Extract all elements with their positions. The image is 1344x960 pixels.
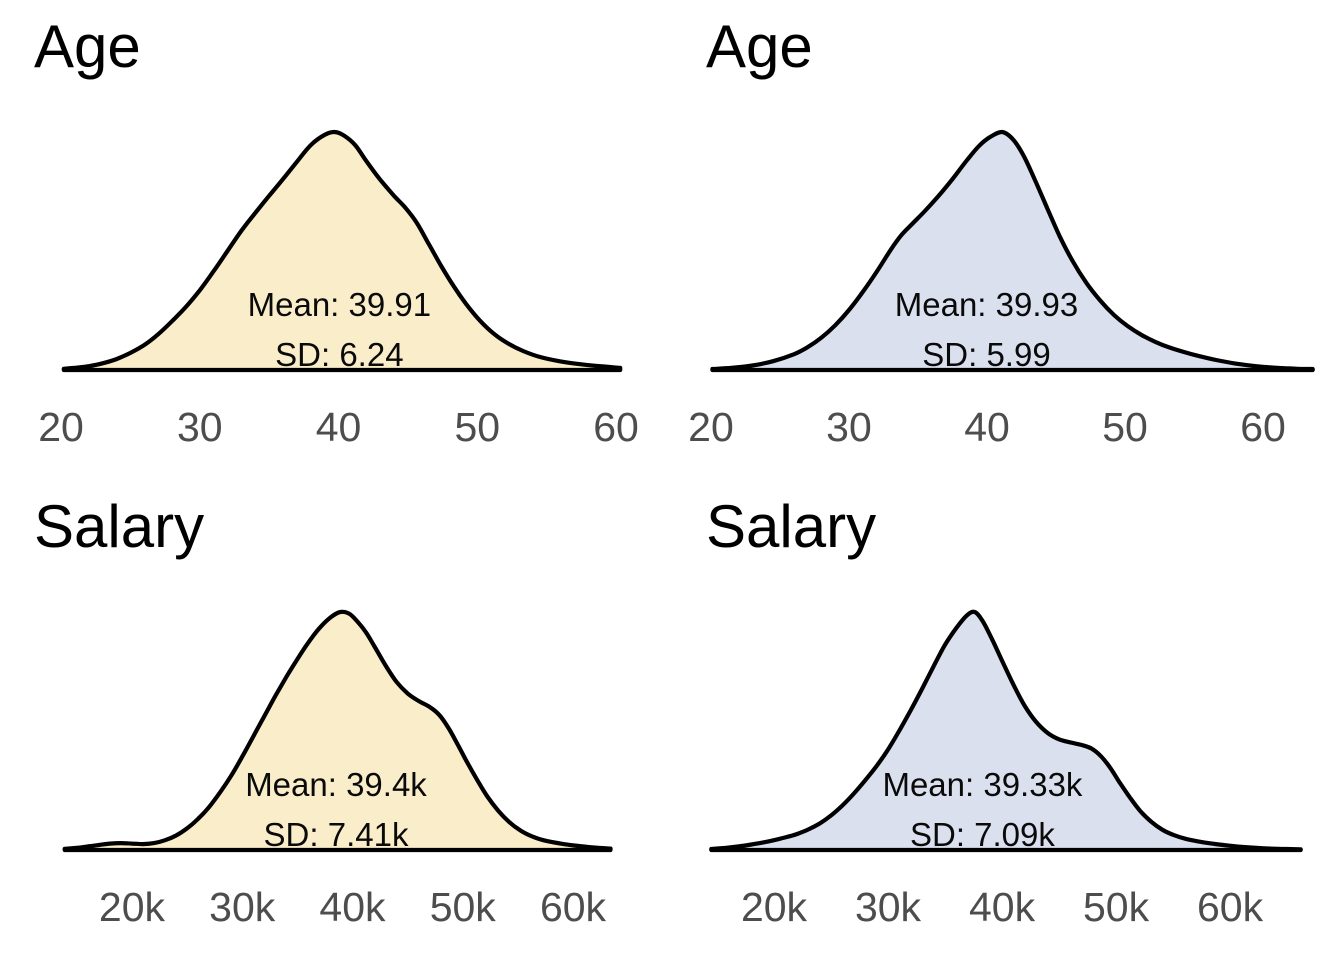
x-axis: 20 30 40 50 60 — [672, 398, 1344, 460]
density-curve — [62, 609, 613, 853]
stats-overlay: Mean: 39.91 SD: 6.24 — [248, 288, 431, 372]
panel-age-right: Age Mean: 39.93 SD: 5.99 20 30 40 50 60 — [672, 0, 1344, 480]
x-tick-label: 20k — [98, 884, 166, 930]
x-tick-label: 30k — [209, 884, 276, 930]
mean-label: Mean: 39.4k — [245, 766, 427, 803]
x-tick-label: 20 — [688, 404, 734, 450]
mean-label: Mean: 39.91 — [247, 286, 432, 323]
x-tick-label: 60 — [593, 404, 639, 450]
x-tick-label: 20k — [740, 884, 808, 930]
sd-label: SD: 7.41k — [263, 816, 409, 853]
panel-title: Age — [34, 13, 141, 80]
x-axis: 20k 30k 40k 50k 60k — [672, 878, 1344, 940]
x-tick-label: 60k — [539, 884, 607, 930]
panel-salary-right: Salary Mean: 39.33k SD: 7.09k 20k 30k 40k 5… — [672, 480, 1344, 960]
x-tick-label: 30 — [826, 404, 872, 450]
x-tick-label: 30 — [176, 404, 223, 450]
sd-label: SD: 6.24 — [275, 336, 404, 373]
mean-label: Mean: 39.93 — [894, 286, 1079, 323]
mean-label: Mean: 39.33k — [882, 766, 1083, 803]
x-tick-label: 50k — [1082, 884, 1150, 930]
density-plot — [61, 129, 623, 373]
sd-label: SD: 7.09k — [909, 816, 1055, 853]
x-tick-label: 40k — [319, 884, 386, 930]
x-tick-label: 30k — [854, 884, 922, 930]
panel-title: Age — [706, 13, 813, 80]
x-axis: 20 30 40 50 60 — [0, 398, 672, 460]
x-axis: 20k 30k 40k 50k 60k — [0, 878, 672, 940]
x-tick-label: 60k — [1196, 884, 1264, 930]
density-plot — [62, 609, 613, 853]
x-tick-label: 50k — [429, 884, 496, 930]
density-plot — [710, 129, 1315, 373]
x-tick-label: 40k — [968, 884, 1036, 930]
sd-label: SD: 5.99 — [922, 336, 1051, 373]
x-tick-label: 40 — [964, 404, 1010, 450]
density-plot — [709, 609, 1303, 853]
x-tick-label: 50 — [1102, 404, 1148, 450]
density-curve — [61, 129, 623, 373]
x-tick-label: 40 — [315, 404, 362, 450]
panel-title: Salary — [34, 493, 205, 560]
density-curve — [710, 129, 1315, 373]
x-tick-label: 50 — [454, 404, 501, 450]
stats-overlay: Mean: 39.4k SD: 7.41k — [245, 768, 427, 852]
stats-overlay: Mean: 39.93 SD: 5.99 — [895, 288, 1078, 372]
x-tick-label: 60 — [1240, 404, 1286, 450]
density-curve — [709, 609, 1303, 853]
x-tick-label: 20 — [38, 404, 84, 450]
panel-age-left: Age Mean: 39.91 SD: 6.24 20 30 40 50 60 — [0, 0, 672, 480]
panel-salary-left: Salary Mean: 39.4k SD: 7.41k 20k 30k 40k 50… — [0, 480, 672, 960]
panel-title: Salary — [706, 493, 877, 560]
stats-overlay: Mean: 39.33k SD: 7.09k — [882, 768, 1082, 852]
